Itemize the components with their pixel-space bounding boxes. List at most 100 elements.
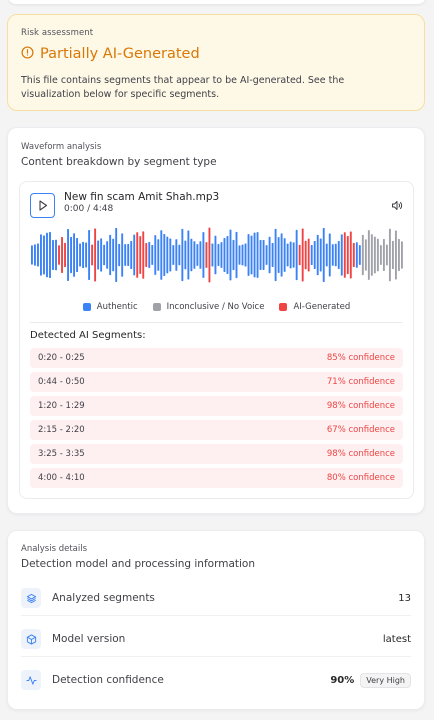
waveform-bar (313, 241, 316, 270)
waveform-bar (202, 232, 205, 278)
waveform-bar (373, 236, 376, 274)
segment-range: 0:44 - 0:50 (38, 377, 85, 387)
segment-row[interactable]: 2:15 - 2:20 67% confidence (30, 420, 403, 440)
risk-description: This file contains segments that appear … (21, 75, 345, 100)
legend-label: Inconclusive / No Voice (166, 302, 265, 312)
segment-range: 1:20 - 1:29 (38, 401, 85, 411)
waveform-bar (316, 234, 319, 276)
waveform-bar (274, 228, 277, 282)
waveform-bar (160, 230, 163, 280)
waveform-bar (118, 243, 121, 267)
waveform-bar (250, 235, 253, 275)
waveform-bar (349, 231, 352, 279)
cube-icon (21, 629, 41, 649)
segment-row[interactable]: 0:44 - 0:50 71% confidence (30, 372, 403, 392)
waveform-analysis-card: Waveform analysis Content breakdown by s… (7, 127, 425, 514)
detail-row-detection-confidence: Detection confidence 90% Very High (21, 665, 411, 695)
divider (21, 615, 411, 616)
waveform-bar (58, 245, 60, 265)
waveform-bar (208, 227, 211, 283)
waveform-bar (397, 238, 400, 272)
waveform-subtitle: Content breakdown by segment type (21, 156, 217, 168)
segment-confidence: 80% confidence (326, 473, 395, 483)
waveform-bar (253, 232, 256, 278)
waveform-bar (169, 238, 172, 272)
waveform-bar (145, 243, 148, 267)
waveform-bar (361, 234, 364, 276)
waveform-bar (88, 230, 91, 280)
waveform-bar (46, 232, 48, 278)
segment-confidence: 67% confidence (326, 425, 395, 435)
waveform-bar (367, 230, 370, 280)
waveform-bar (232, 239, 235, 271)
waveform-bar (238, 245, 241, 265)
waveform-bar (364, 239, 367, 271)
waveform-bar (229, 229, 232, 281)
segment-row[interactable]: 1:20 - 1:29 98% confidence (30, 396, 403, 416)
waveform-bar (325, 243, 328, 267)
waveform-bar (82, 241, 85, 269)
waveform-bar (400, 241, 403, 269)
waveform[interactable] (31, 225, 404, 285)
waveform-bar (304, 240, 307, 270)
waveform-bar (103, 244, 106, 266)
waveform-bar (181, 228, 184, 282)
waveform-bar (358, 245, 361, 265)
previous-card (8, 0, 426, 4)
waveform-bar (214, 235, 217, 275)
waveform-bar (94, 228, 97, 282)
waveform-bar (391, 240, 394, 270)
waveform-bar (322, 228, 325, 282)
analysis-details-card: Analysis details Detection model and pro… (7, 530, 425, 710)
legend-swatch-authentic (82, 303, 91, 311)
waveform-eyebrow: Waveform analysis (21, 142, 102, 152)
waveform-bar (100, 238, 103, 272)
legend-swatch-inconclusive (152, 303, 161, 311)
risk-title: Partially AI-Generated (40, 45, 200, 62)
playback-time: 0:00 / 4:48 (64, 204, 114, 214)
legend-label: Authentic (96, 302, 138, 312)
waveform-bar (91, 244, 94, 266)
detail-value: 90% (330, 674, 355, 686)
waveform-bar (31, 245, 33, 265)
waveform-bar (97, 240, 100, 270)
waveform-bar (166, 236, 169, 274)
waveform-bar (319, 238, 322, 272)
detail-label: Model version (52, 633, 126, 645)
waveform-bar (190, 238, 193, 272)
waveform-bar (199, 241, 202, 269)
waveform-bar (136, 232, 139, 278)
waveform-bar (223, 238, 226, 273)
waveform-bar (73, 233, 76, 277)
waveform-bar (133, 234, 136, 276)
waveform-bar (346, 235, 349, 275)
waveform-bar (124, 244, 127, 266)
risk-title-row: Partially AI-Generated (21, 44, 411, 63)
detail-row-model-version: Model version latest (21, 624, 411, 654)
detail-value: 13 (398, 592, 411, 604)
detail-label: Detection confidence (52, 674, 164, 686)
waveform-bar (331, 244, 334, 266)
waveform-bar (130, 241, 133, 269)
legend-label: AI-Generated (293, 302, 351, 312)
segment-row[interactable]: 4:00 - 4:10 80% confidence (30, 468, 403, 488)
waveform-bar (112, 238, 115, 272)
legend-item-ai-generated: AI-Generated (279, 302, 350, 312)
details-eyebrow: Analysis details (21, 544, 88, 554)
play-button[interactable] (30, 193, 55, 218)
segment-row[interactable]: 0:20 - 0:25 85% confidence (30, 348, 403, 368)
waveform-bar (271, 242, 274, 268)
waveform-bar (262, 240, 265, 270)
confidence-badge: Very High (360, 672, 411, 688)
waveform-bar (277, 237, 280, 273)
volume-button[interactable] (391, 196, 403, 215)
waveform-bar (352, 243, 355, 267)
waveform-bar (376, 238, 379, 272)
waveform-bar (340, 234, 343, 276)
waveform-bar (178, 244, 181, 266)
segment-confidence: 98% confidence (326, 449, 395, 459)
segment-row[interactable]: 3:25 - 3:35 98% confidence (30, 444, 403, 464)
segments-title: Detected AI Segments: (30, 330, 146, 341)
risk-eyebrow: Risk assessment (21, 28, 94, 38)
waveform-bar (286, 243, 289, 267)
